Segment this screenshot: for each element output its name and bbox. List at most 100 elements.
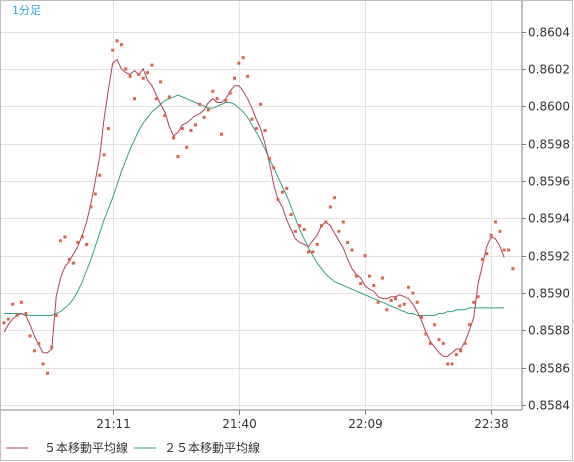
price-dot [459,349,463,353]
price-dot [511,267,515,271]
price-dot [72,261,76,265]
x-tick-label: 22:09 [348,417,383,431]
price-dot [507,248,511,252]
price-dot [50,345,54,349]
price-dot [98,173,102,177]
price-dot [481,257,484,261]
price-dot [402,302,406,306]
x-tick-label: 21:11 [96,417,131,431]
price-dot [433,323,437,327]
price-dot [302,228,306,231]
price-dot [102,153,106,157]
price-dot [85,242,89,246]
price-dot [159,80,163,84]
price-dot [89,205,93,209]
y-tick-label: 0.8598 [528,138,570,152]
price-dot [398,304,402,308]
price-dot [180,127,184,131]
price-dot [115,39,119,43]
price-dot [220,132,223,136]
price-dot [15,313,19,317]
y-tick-label: 0.8590 [528,287,570,301]
price-dot [502,248,506,252]
price-dot [407,285,410,289]
price-dot [93,192,97,196]
price-dot [315,242,319,246]
price-dot [350,248,354,252]
y-tick-label: 0.8594 [528,212,570,226]
price-dot [28,334,32,338]
price-dot [237,61,241,65]
price-dot [293,229,297,233]
price-dot [19,300,23,304]
x-tick-labels: 21:11 21:40 22:09 22:38 [96,410,509,431]
price-dot [450,362,454,366]
price-dot [133,97,136,101]
price-dot [176,155,180,159]
y-tick-label: 0.8600 [528,100,570,114]
price-dot [311,250,315,254]
price-dot [111,48,115,52]
price-dot [11,302,15,306]
price-dot [228,91,232,95]
price-dot [63,235,67,239]
price-dot [441,341,445,345]
price-dot [298,224,302,228]
y-tick-labels: 0.8604 0.8602 0.8600 0.8598 0.8596 0.8594 0.85… [522,26,570,413]
price-dot [428,341,432,345]
price-dot [250,117,254,121]
price-dot [489,233,493,237]
price-dot [146,71,149,75]
price-dot [246,74,250,78]
price-dot [154,97,158,101]
price-dots [2,39,515,375]
price-dot [394,297,397,301]
price-dot [106,127,110,131]
price-dot [454,353,458,357]
price-dot [341,220,345,224]
price-dot [372,284,376,287]
price-dot [363,254,367,258]
plot-area [1,1,522,410]
price-dot [354,274,358,278]
price-dot [76,241,80,244]
y-tick-label: 0.8588 [528,324,570,338]
price-dot [172,136,176,140]
price-dot [359,282,363,286]
price-dot [285,186,289,190]
legend-label-ma5: ５本移動平均線 [44,440,128,455]
price-dot [80,235,84,239]
grid-lines [1,1,522,410]
price-dot [337,229,341,233]
y-tick-label: 0.8604 [528,26,570,40]
y-tick-label: 0.8586 [528,362,570,376]
x-tick-label: 21:40 [222,417,257,431]
price-dot [280,190,284,194]
price-dot [385,308,389,312]
price-dot [420,315,424,319]
price-dot [32,349,36,353]
price-dot [276,198,280,202]
legend-label-ma25: ２５本移動平均線 [164,440,260,455]
price-dot [267,157,271,160]
price-dot [241,56,245,60]
price-dot [476,295,480,299]
price-dot [472,300,476,304]
price-dot [467,323,471,327]
legend: ５本移動平均線 ２５本移動平均線 [6,440,260,455]
price-dot [307,250,310,254]
price-dot [202,115,206,119]
price-dot [346,241,350,244]
price-dot [46,371,49,375]
y-tick-label: 0.8596 [528,175,570,189]
price-dot [389,298,393,302]
price-dot [6,317,10,321]
price-dot [128,74,132,78]
price-dot [54,313,58,317]
price-dot [415,300,419,304]
price-dot [67,257,71,261]
price-dot [254,127,258,131]
price-dot [376,300,380,304]
price-dot [437,338,441,342]
